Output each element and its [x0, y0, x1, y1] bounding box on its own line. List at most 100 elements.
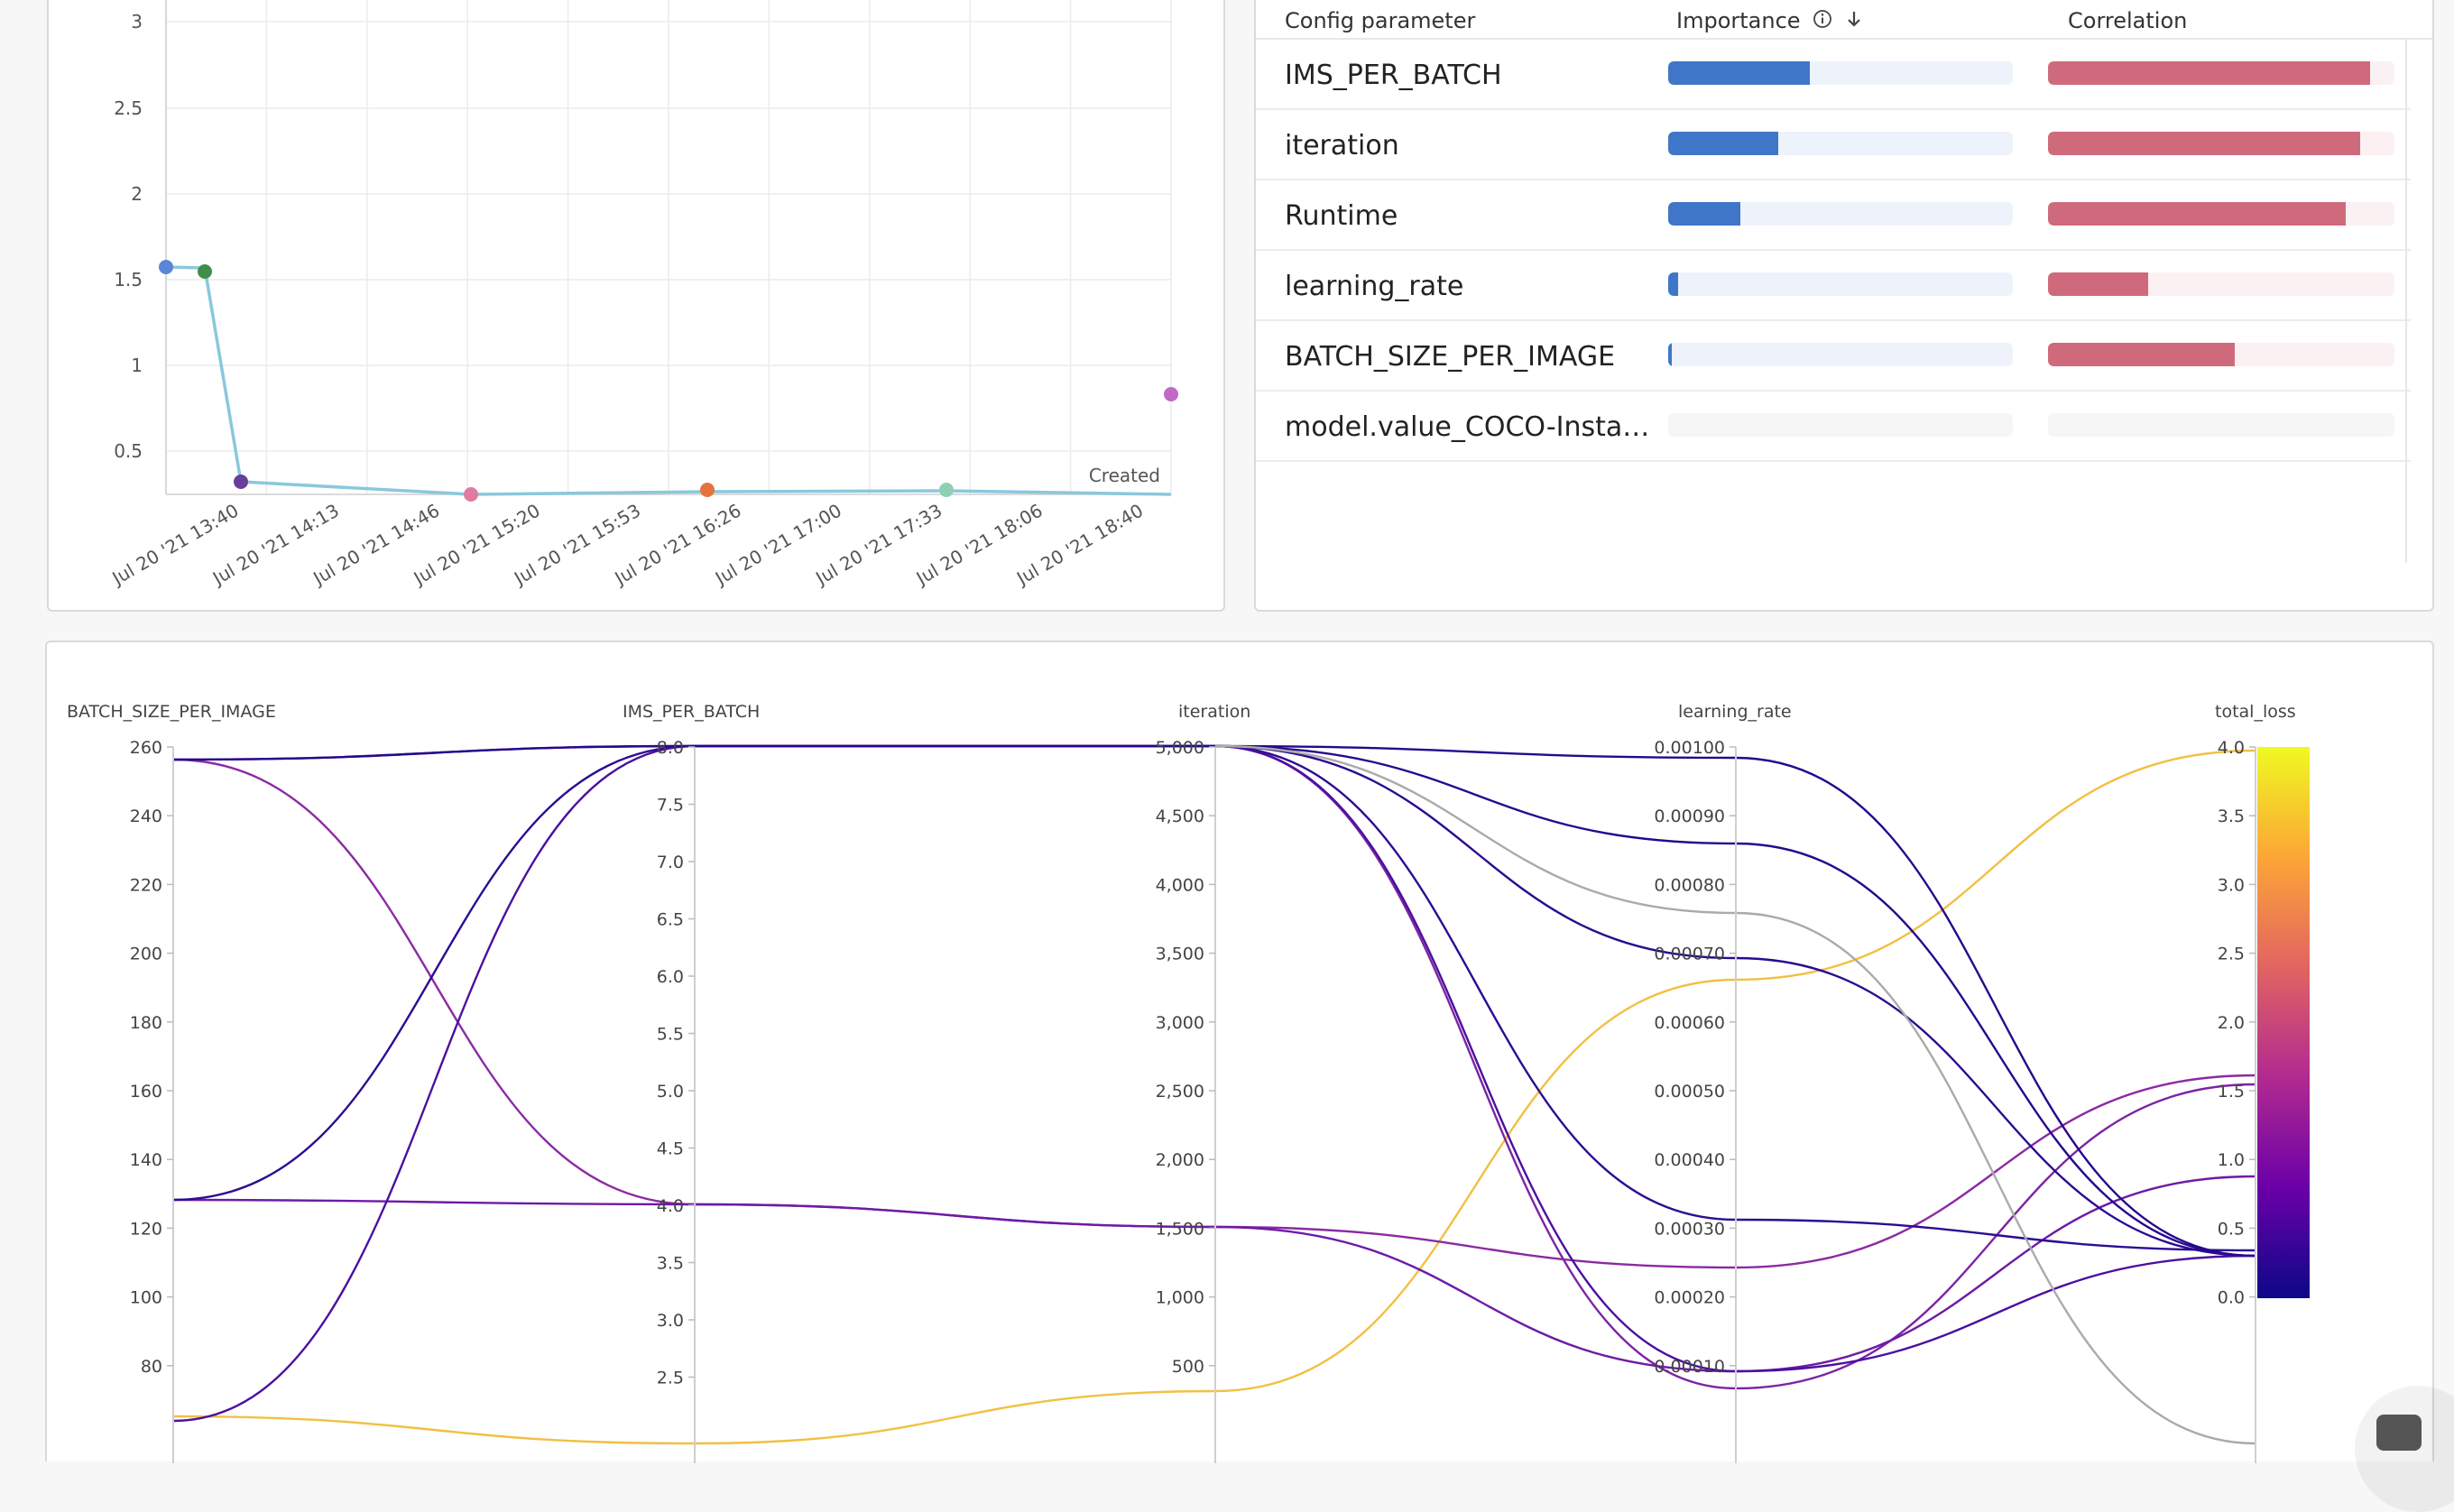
- axis-tick-label: 0.00010: [1654, 1357, 1725, 1377]
- importance-bar-fill: [1668, 61, 1810, 85]
- run-line: [1214, 744, 2256, 1258]
- y-tick-label: 2.5: [114, 97, 143, 119]
- axis-tick-label: 2.5: [2218, 945, 2245, 964]
- axis-tick-label: 4,000: [1156, 875, 1204, 895]
- axis-tick-label: 0.00090: [1654, 807, 1725, 826]
- importance-bar-fill: [1668, 272, 1679, 296]
- axis-tick-label: 2,000: [1156, 1150, 1204, 1170]
- axis-tick-label: 0.00100: [1654, 738, 1725, 758]
- run-line: [172, 1175, 2256, 1373]
- correlation-bar: [2048, 272, 2394, 296]
- axis-tick-label: 0.00020: [1654, 1288, 1725, 1308]
- axis-tick-label: 5.5: [657, 1025, 684, 1045]
- importance-scrollbar[interactable]: [2405, 40, 2407, 563]
- axis-tick-label: 0.00030: [1654, 1219, 1725, 1239]
- axis-tick-label: 160: [130, 1082, 162, 1102]
- header-correlation[interactable]: Correlation: [2068, 8, 2188, 33]
- axis-tick-label: 7.5: [657, 796, 684, 816]
- axis-tick-label: 3.0: [2218, 875, 2245, 895]
- axis-tick-label: 0.00070: [1654, 945, 1725, 964]
- axis-tick-label: 0.00040: [1654, 1150, 1725, 1170]
- importance-bar-fill: [1668, 343, 1672, 366]
- correlation-bar: [2048, 343, 2394, 366]
- axis-tick-label: 200: [130, 945, 162, 964]
- run-point: [700, 483, 715, 497]
- correlation-bar-fill: [2048, 272, 2149, 296]
- axis-tick-label: 6.0: [657, 967, 684, 987]
- parameter-name: Runtime: [1285, 200, 1398, 232]
- correlation-bar-fill: [2048, 61, 2371, 85]
- run-point: [198, 264, 212, 279]
- importance-bar: [1668, 272, 2013, 296]
- parameter-name: learning_rate: [1285, 271, 1464, 302]
- axis-title: BATCH_SIZE_PER_IMAGE: [67, 702, 276, 722]
- axis-tick-label: 100: [130, 1288, 162, 1308]
- importance-row[interactable]: iteration: [1256, 110, 2411, 180]
- axis-tick-label: 2.5: [657, 1369, 684, 1388]
- created-scatter-panel: 3 2.5 2 1.5 1 0.5 Jul 20 '21 13:40 Jul 20 '21 1…: [47, 0, 1225, 612]
- chat-widget-button[interactable]: [2376, 1415, 2422, 1451]
- axis-tick-label: 8.0: [657, 738, 684, 758]
- axis-title: iteration: [1178, 702, 1250, 722]
- axis-tick-label: 4.5: [657, 1139, 684, 1159]
- importance-bar: [1668, 413, 2013, 437]
- axis-tick-label: 0.00050: [1654, 1082, 1725, 1102]
- parameter-name: BATCH_SIZE_PER_IMAGE: [1285, 341, 1616, 373]
- axis-tick-label: 4.0: [2218, 738, 2245, 758]
- parameter-name: model.value_COCO-Insta…: [1285, 411, 1650, 443]
- total-loss-colorbar: [2257, 747, 2310, 1298]
- importance-row[interactable]: IMS_PER_BATCH: [1256, 40, 2411, 110]
- run-line: [172, 744, 2256, 1258]
- axis-tick-label: 0.0: [2218, 1288, 2245, 1308]
- axis-tick-label: 3.0: [657, 1311, 684, 1331]
- arrow-down-icon[interactable]: [1845, 8, 1863, 35]
- importance-row[interactable]: model.value_COCO-Insta…: [1256, 392, 2411, 462]
- importance-bar: [1668, 132, 2013, 155]
- axis-tick-label: 0.00060: [1654, 1013, 1725, 1033]
- y-tick-label: 2: [131, 183, 143, 205]
- header-importance[interactable]: Importance: [1676, 7, 1863, 35]
- correlation-bar: [2048, 202, 2394, 226]
- axis-tick-label: 80: [141, 1357, 162, 1377]
- parameter-importance-panel: Config parameter Importance Correlation …: [1254, 0, 2434, 612]
- run-line: [172, 749, 2256, 1445]
- parallel-coordinates-panel: BATCH_SIZE_PER_IMAGE 260 240 220 200 180 160 14…: [45, 641, 2436, 1463]
- axis-tick-label: 260: [130, 738, 162, 758]
- axis-tick-label: 140: [130, 1150, 162, 1170]
- axis-tick-label: 2.0: [2218, 1013, 2245, 1033]
- run-point: [939, 483, 954, 497]
- axis-title: total_loss: [2215, 702, 2296, 722]
- run-point: [1164, 387, 1178, 401]
- axis-tick-label: 0.00080: [1654, 875, 1725, 895]
- axis-tick-label: 3,500: [1156, 945, 1204, 964]
- axis-tick-label: 4.0: [657, 1196, 684, 1216]
- axis-title: IMS_PER_BATCH: [623, 702, 760, 722]
- correlation-bar-fill: [2048, 202, 2347, 226]
- header-importance-label: Importance: [1676, 8, 1801, 33]
- axis-tick-label: 1.0: [2218, 1150, 2245, 1170]
- run-point: [234, 475, 248, 489]
- importance-bar-fill: [1668, 202, 1741, 226]
- importance-bar: [1668, 61, 2013, 85]
- axis-tick-label: 4,500: [1156, 807, 1204, 826]
- parameter-name: IMS_PER_BATCH: [1285, 60, 1502, 91]
- importance-row[interactable]: BATCH_SIZE_PER_IMAGE: [1256, 321, 2411, 392]
- parallel-coordinates-chart[interactable]: BATCH_SIZE_PER_IMAGE 260 240 220 200 180 160 14…: [47, 642, 2436, 1463]
- run-point: [159, 260, 173, 274]
- axis-tick-label: 180: [130, 1013, 162, 1033]
- axis-tick-label: 3,000: [1156, 1013, 1204, 1033]
- axis-tick-label: 1,500: [1156, 1219, 1204, 1239]
- axis-tick-label: 3.5: [2218, 807, 2245, 826]
- importance-row[interactable]: Runtime: [1256, 180, 2411, 251]
- axis-tick-label: 0.5: [2218, 1219, 2245, 1239]
- axis-title: learning_rate: [1678, 702, 1792, 722]
- y-tick-label: 1: [131, 355, 143, 376]
- importance-bar: [1668, 343, 2013, 366]
- info-circle-icon[interactable]: [1813, 8, 1832, 35]
- axis-tick-label: 2,500: [1156, 1082, 1204, 1102]
- axis-tick-label: 6.5: [657, 910, 684, 930]
- correlation-bar: [2048, 132, 2394, 155]
- importance-row[interactable]: learning_rate: [1256, 251, 2411, 321]
- axis-tick-label: 5.0: [657, 1082, 684, 1102]
